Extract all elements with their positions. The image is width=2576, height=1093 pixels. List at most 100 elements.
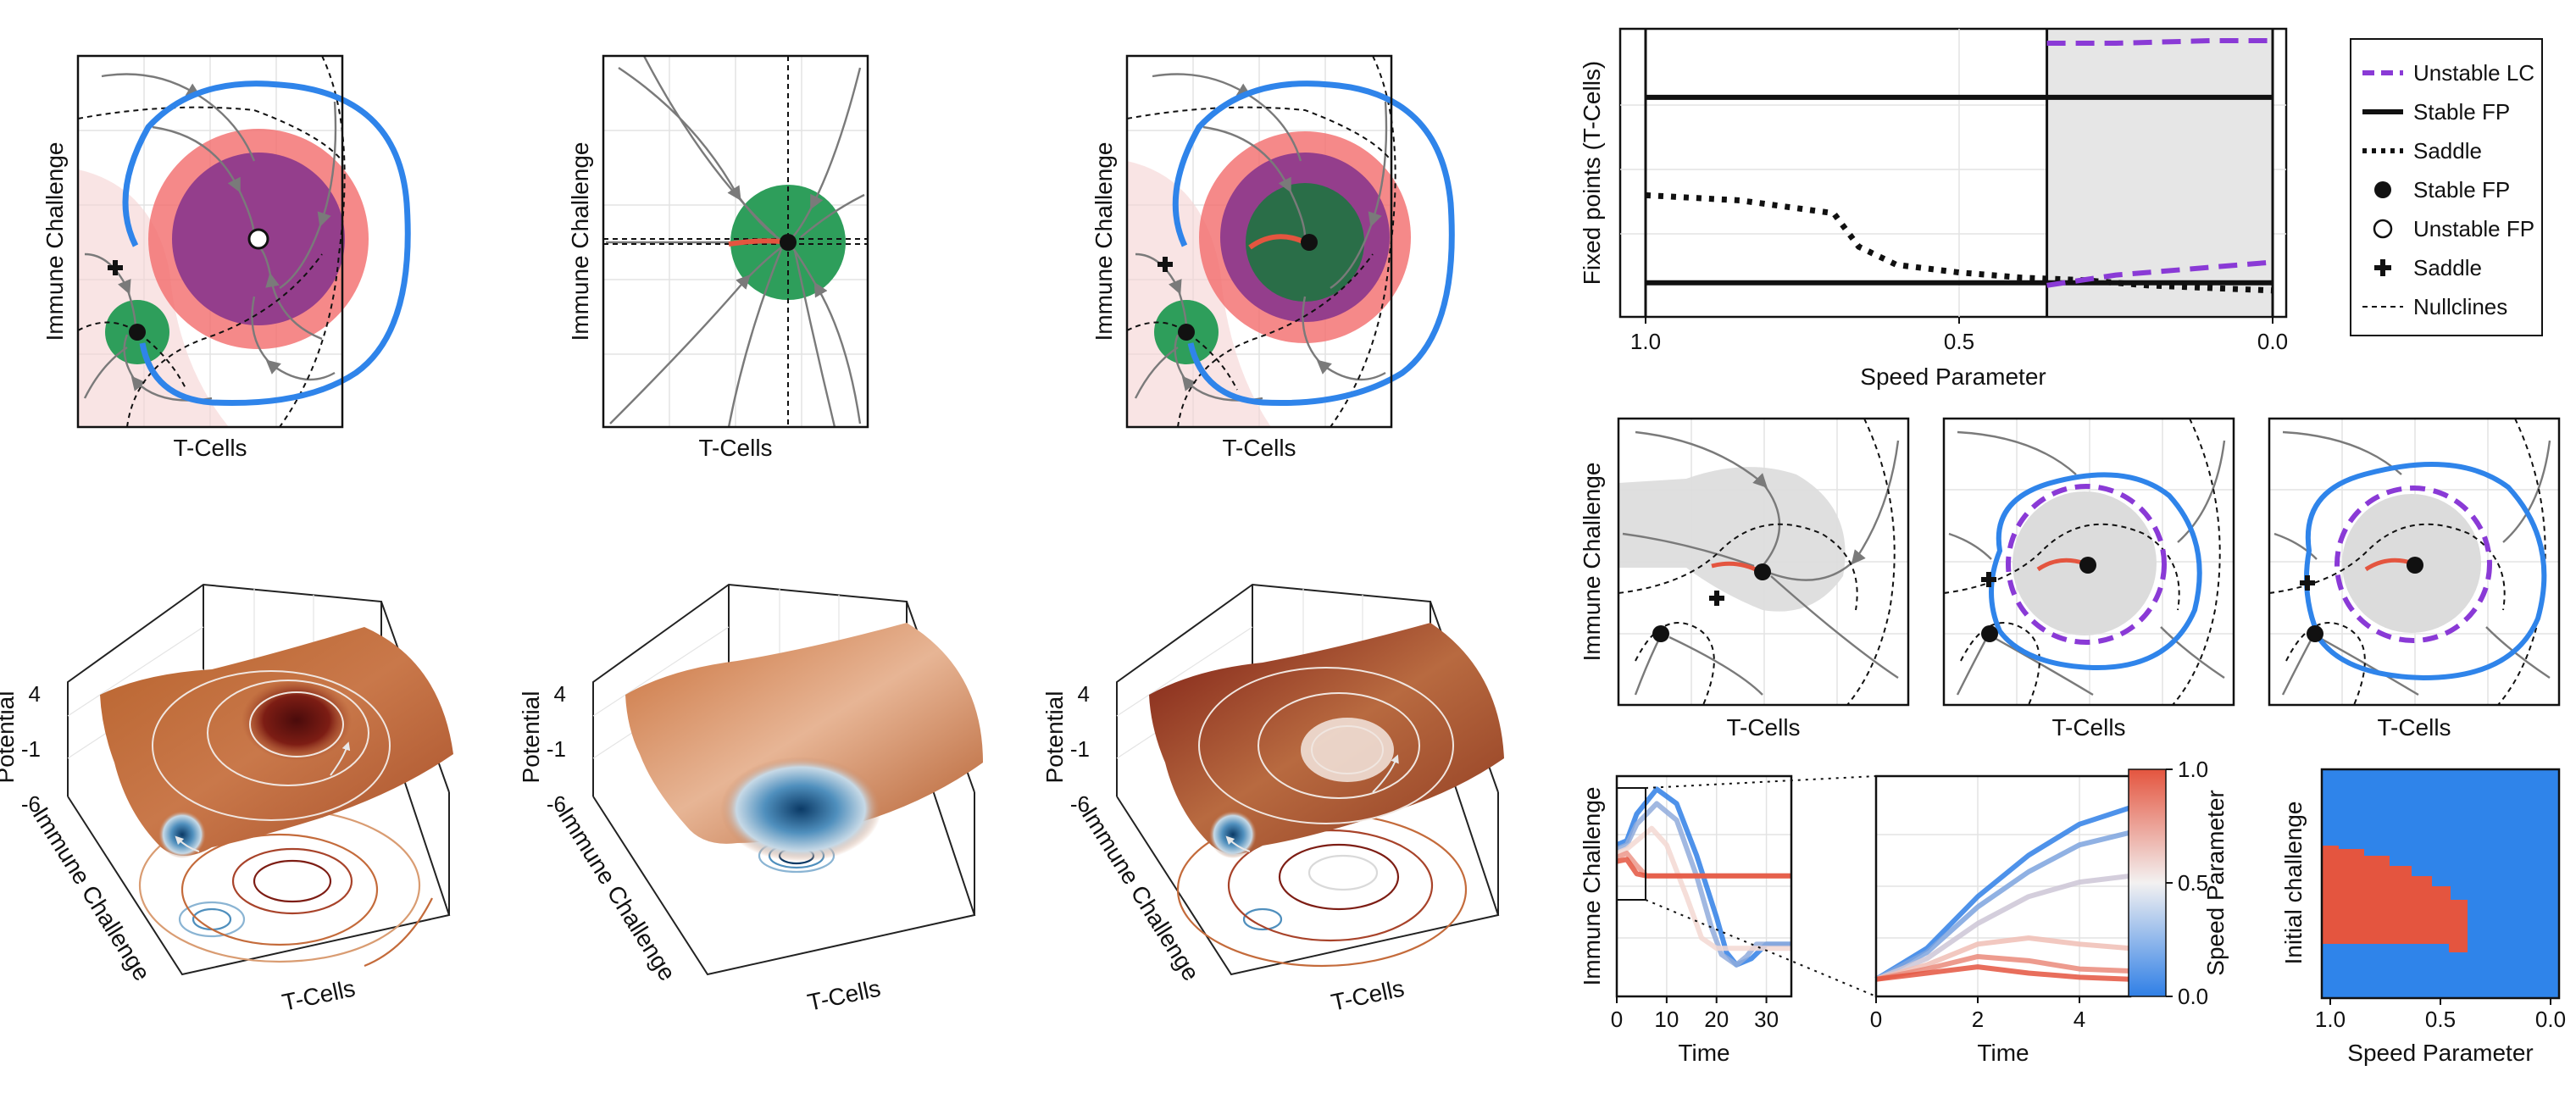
trajectory-line [1615,786,1791,968]
saddle-marker [1709,591,1724,606]
z-tick: -6 [1070,791,1090,817]
frame [76,54,344,429]
y-axis-label: Immune Challenge [1579,786,1605,985]
frame [2268,417,2561,707]
z-axis-label: Potential [518,691,544,784]
unstable-lc [2006,484,2167,645]
legend: Unstable LC Stable FP Saddle Stable FP U… [2350,38,2543,336]
trajectory [1248,234,1307,250]
z-tick: 4 [29,681,41,707]
z-axis-label: Potential [0,691,19,784]
x-axis-label: Time [1977,1040,2029,1066]
y-axis-label: Immune Challenge [567,141,593,341]
y-axis-label: Immune Challenge [28,802,156,985]
stable-fp [1981,625,1998,642]
stable-fp [2407,557,2423,574]
z-tick: 4 [554,681,566,707]
nullclines [1618,418,1896,706]
phase-portrait-1: T-Cells Immune Challenge [42,54,411,461]
potential-surface-3: 4 -1 -6 Potential Immune Challenge T-Cel… [1041,583,1504,1016]
contours [1176,812,1468,968]
x-tick-label: 0.0 [2535,1007,2566,1032]
x-tick-label: 2 [1972,1007,1984,1032]
y-axis-label: Immune Challenge [1077,802,1205,985]
stable-fp [780,234,797,251]
series-unstable-lc [2046,259,2273,288]
well [1209,811,1257,858]
surface-contours [152,670,391,821]
x-axis-label: T-Cells [1222,435,1296,461]
z-tick: -1 [1070,736,1090,762]
series [1615,786,1791,968]
heatmap-initial-challenge: 1.0 0.5 0.0 Speed Parameter Initial challe… [2280,768,2566,1066]
basin-pink [78,169,229,427]
colorbar: 1.0 0.5 0.0 Speed Parameter [2128,757,2229,1009]
unstable-lc [2334,485,2492,643]
flow-lines [1948,430,2226,696]
legend-entry-saddle-line: Saddle [2362,138,2482,164]
well [158,811,206,858]
nullclines [2268,418,2546,706]
x-axis-label: Time [1678,1040,1729,1066]
limit-cycle [1989,472,2202,671]
x-axis-label: T-Cells [280,974,358,1015]
well [720,757,881,862]
svg-text:Stable FP: Stable FP [2413,177,2510,203]
svg-text:Stable FP: Stable FP [2413,99,2510,125]
trajectory-line [1875,953,2131,982]
legend-entry-unstable-fp-marker: Unstable FP [2373,216,2534,241]
time-series-full: 0 10 20 30 Time Immune Challenge [1579,774,1793,1066]
x-tick-label: 0 [1611,1007,1623,1032]
nullclines [1126,55,1396,428]
stable-fp [1652,625,1669,642]
svg-text:Unstable LC: Unstable LC [2413,60,2534,86]
x-axis-label: T-Cells [2377,714,2451,741]
trajectory-line [1615,801,1791,968]
time-series-zoom: 0 2 4 Time [1870,774,2132,1066]
legend-entry-nullclines: Nullclines [2362,294,2507,319]
x-tick-label: 0.5 [2425,1007,2456,1032]
x-tick-label: 0 [1870,1007,1882,1032]
limit-cycle [2304,462,2547,681]
surface [625,623,983,844]
x-tick-label: 0.5 [1944,329,1974,354]
nullclines [1943,418,2221,706]
z-axis-label: Potential [1041,691,1068,784]
x-ticks: 0 10 20 30 [1611,996,1779,1032]
z-tick: 4 [1078,681,1090,707]
z-tick: -1 [547,736,566,762]
x-axis-label: T-Cells [2051,714,2125,741]
x-tick-label: 4 [2074,1007,2085,1032]
frame [602,54,869,429]
small-phase-portrait-1: T-Cells Immune Challenge [1579,417,1910,741]
peak [242,680,352,761]
stable-fp [2079,557,2096,574]
x-ticks: 1.0 0.5 0.0 [1630,317,2288,354]
z-tick: -1 [21,736,41,762]
shaded-region [2046,31,2273,315]
small-phase-portrait-3: T-Cells [2268,417,2561,741]
stable-fp-inner [1301,234,1318,251]
small-phase-portrait-2: T-Cells [1942,417,2235,741]
y-axis-label: Immune Challenge [1091,141,1117,341]
saddle-marker [108,260,123,275]
trajectory-line [1875,964,2131,982]
x-tick-label: 10 [1654,1007,1679,1032]
svg-text:Saddle: Saddle [2413,138,2482,164]
stable-fp [1754,563,1771,580]
z-tick: -6 [547,791,566,817]
legend-entry-saddle-marker: Saddle [2374,255,2482,280]
stable-fp [129,324,146,341]
trajectory-line [1615,825,1791,952]
trajectory [728,238,789,247]
stable-fp [1178,324,1195,341]
x-axis-label: Speed Parameter [2347,1040,2533,1066]
x-tick-label: 20 [1704,1007,1729,1032]
x-axis-label: T-Cells [1726,714,1800,741]
x-tick-label: 1.0 [2315,1007,2346,1032]
series-saddle [1645,191,2273,294]
z-tick: -6 [21,791,41,817]
colorbar-tick: 0.5 [2178,870,2208,896]
y-axis-label: Immune Challenge [553,802,681,985]
